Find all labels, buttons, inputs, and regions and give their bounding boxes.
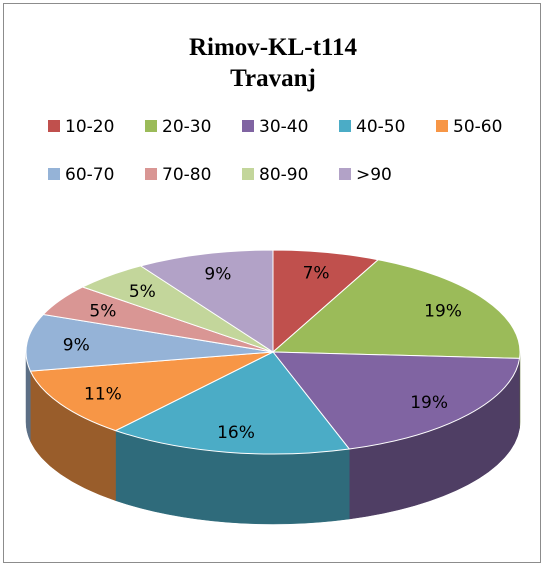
- pie-labels: 7% 19% 19% 16% 11% 9% 5% 5% 9%: [63, 263, 462, 443]
- data-label: 11%: [84, 385, 122, 405]
- legend: 10-20 20-30 30-40 40-50 50-60 60-70 70-80 80-90…: [48, 117, 502, 185]
- legend-label: 40-50: [356, 117, 405, 137]
- legend-swatch: [242, 168, 254, 180]
- data-label: 5%: [89, 301, 116, 321]
- pie-slice: [114, 351, 351, 455]
- data-label: 19%: [424, 301, 462, 321]
- pie-slice: [29, 351, 274, 432]
- legend-label: 30-40: [259, 117, 308, 137]
- data-label: 9%: [204, 265, 231, 285]
- legend-swatch: [339, 168, 351, 180]
- legend-swatch: [48, 120, 60, 132]
- data-label: 16%: [217, 423, 255, 443]
- data-label: 5%: [129, 282, 156, 302]
- data-label: 19%: [410, 393, 448, 413]
- chart-title-line2: Travanj: [230, 65, 316, 92]
- legend-label: 20-30: [162, 117, 211, 137]
- pie-slice: [139, 249, 274, 353]
- legend-label: 70-80: [162, 165, 211, 185]
- data-label: 9%: [63, 335, 90, 355]
- legend-label: 10-20: [65, 117, 114, 137]
- chart-title-line1: Rimov-KL-t114: [189, 34, 358, 61]
- legend-swatch: [145, 168, 157, 180]
- pie-slice: [271, 259, 521, 359]
- legend-label: >90: [356, 165, 392, 185]
- legend-swatch: [48, 168, 60, 180]
- pie-slice: [25, 313, 274, 372]
- legend-swatch: [145, 120, 157, 132]
- legend-swatch: [242, 120, 254, 132]
- legend-swatch: [436, 120, 448, 132]
- pie-top: [25, 249, 521, 455]
- legend-label: 60-70: [65, 165, 114, 185]
- legend-label: 50-60: [453, 117, 502, 137]
- pie-slice: [271, 351, 521, 450]
- data-label: 7%: [303, 263, 330, 283]
- legend-label: 80-90: [259, 165, 308, 185]
- legend-swatch: [339, 120, 351, 132]
- pie-slice: [272, 249, 380, 354]
